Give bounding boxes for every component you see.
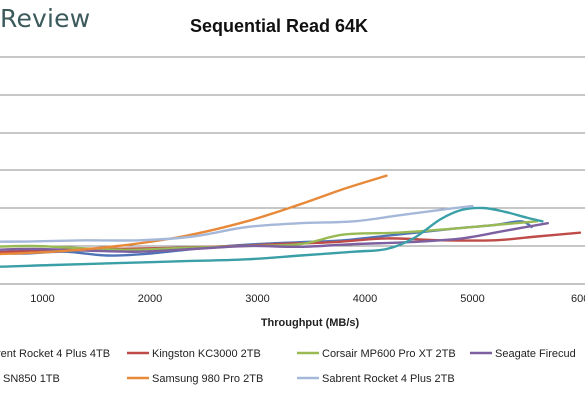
x-tick-label: 1000 <box>30 293 54 305</box>
legend-label: Corsair MP600 Pro XT 2TB <box>322 348 456 360</box>
series-line <box>0 204 474 243</box>
x-axis-label: Throughput (MB/s) <box>261 317 360 329</box>
legend-label: Sabrent Rocket 4 Plus 2TB <box>322 373 455 385</box>
series-line <box>0 222 549 253</box>
legend: rent Rocket 4 Plus 4TB Kingston KC3000 2T… <box>0 348 576 385</box>
legend-label: Kingston KC3000 2TB <box>152 348 261 360</box>
x-tick-label: 5000 <box>460 293 484 305</box>
x-tick-labels: 1000 2000 3000 4000 5000 600 <box>30 293 585 305</box>
x-tick-label: 2000 <box>138 293 162 305</box>
x-tick-label: 3000 <box>245 293 269 305</box>
logo-text: Review <box>0 4 91 33</box>
x-tick-label: 600 <box>571 293 585 305</box>
legend-label: rent Rocket 4 Plus 4TB <box>0 348 110 360</box>
legend-label: Seagate Firecud <box>495 348 576 360</box>
chart-title: Sequential Read 64K <box>190 16 369 36</box>
legend-label: SN850 1TB <box>3 373 60 385</box>
x-tick-label: 4000 <box>353 293 377 305</box>
series-lines <box>0 174 582 268</box>
series-line <box>0 206 544 268</box>
legend-label: Samsung 980 Pro 2TB <box>152 373 263 385</box>
